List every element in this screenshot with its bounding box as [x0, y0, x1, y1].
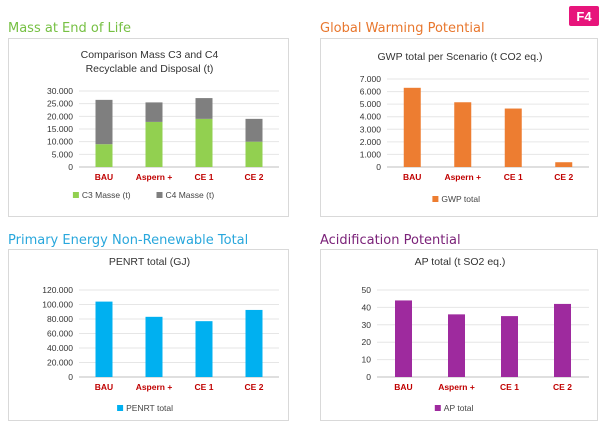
bar [454, 102, 472, 167]
x-category-label: CE 1 [500, 382, 519, 392]
y-tick-label: 15.000 [47, 124, 73, 134]
bar [145, 316, 163, 377]
section-title-ap: Acidification Potential [320, 233, 461, 248]
bar [395, 300, 412, 377]
bar [504, 108, 522, 167]
y-tick-label: 6.000 [360, 87, 382, 97]
legend-label: PENRT total [126, 403, 173, 413]
y-tick-label: 50 [362, 285, 372, 295]
y-tick-label: 20 [362, 337, 372, 347]
x-category-label: BAU [95, 382, 113, 392]
x-category-label: BAU [394, 382, 412, 392]
y-tick-label: 10.000 [47, 137, 73, 147]
bar [245, 309, 263, 377]
y-tick-label: 120.000 [42, 285, 73, 295]
legend-swatch [72, 192, 79, 198]
y-tick-label: 2.000 [360, 137, 382, 147]
y-tick-label: 30.000 [47, 86, 73, 96]
x-category-label: Aspern + [444, 172, 481, 182]
legend-label: C4 Masse (t) [166, 190, 215, 200]
bar [501, 316, 518, 377]
x-category-label: BAU [95, 172, 113, 182]
bar [555, 162, 573, 167]
y-tick-label: 40.000 [47, 343, 73, 353]
x-category-label: Aspern + [136, 382, 173, 392]
bar [145, 102, 163, 122]
chart-title-line: Comparison Mass C3 and C4 [81, 49, 219, 61]
section-title-gwp: Global Warming Potential [320, 21, 485, 36]
y-tick-label: 3.000 [360, 124, 382, 134]
x-category-label: CE 2 [245, 172, 264, 182]
bar [403, 87, 421, 167]
y-tick-label: 20.000 [47, 111, 73, 121]
chart-penrt: PENRT total (GJ) 0 20.000 40.000 60.000 80.00… [42, 256, 279, 413]
chart-title-line: PENRT total (GJ) [109, 256, 190, 268]
bar [195, 321, 213, 377]
bar [554, 303, 571, 377]
y-tick-label: 4.000 [360, 112, 382, 122]
x-category-label: CE 2 [554, 172, 573, 182]
bar [95, 301, 113, 377]
bar [95, 144, 113, 167]
section-title-penrt: Primary Energy Non-Renewable Total [8, 233, 249, 248]
bar [245, 118, 263, 142]
y-tick-label: 30 [362, 320, 372, 330]
x-category-label: Aspern + [136, 172, 173, 182]
legend-swatch [117, 405, 124, 411]
chart-panel-gwp: GWP total per Scenario (t CO2 eq.) 0 1.000… [320, 38, 598, 217]
chart-ap: AP total (t SO2 eq.) 0 10 20 30 40 50 BAU Aspern… [362, 256, 589, 413]
x-category-label: Aspern + [438, 382, 475, 392]
x-category-label: CE 1 [504, 172, 523, 182]
chart-title-line: Recyclable and Disposal (t) [86, 63, 214, 75]
y-tick-label: 5.000 [52, 149, 74, 159]
legend-swatch [434, 405, 441, 411]
y-tick-label: 1.000 [360, 149, 382, 159]
chart-panel-ap: AP total (t SO2 eq.) 0 10 20 30 40 50 BAU Aspern… [320, 249, 598, 421]
chart-mass: Comparison Mass C3 and C4 Recyclable and … [47, 49, 279, 200]
chart-gwp: GWP total per Scenario (t CO2 eq.) 0 1.000… [360, 51, 589, 204]
x-category-label: CE 2 [553, 382, 572, 392]
bar [195, 118, 213, 167]
chart-panel-penrt: PENRT total (GJ) 0 20.000 40.000 60.000 80.00… [8, 249, 289, 421]
y-tick-label: 0 [68, 372, 73, 382]
y-tick-label: 0 [366, 372, 371, 382]
bar [95, 99, 113, 145]
section-title-mass: Mass at End of Life [8, 21, 131, 36]
x-category-label: CE 1 [195, 172, 214, 182]
x-category-label: CE 1 [195, 382, 214, 392]
bar [448, 314, 465, 377]
y-tick-label: 100.000 [42, 300, 73, 310]
bar [245, 141, 263, 167]
x-category-label: BAU [403, 172, 421, 182]
y-tick-label: 80.000 [47, 314, 73, 324]
legend-label: GWP total [441, 194, 480, 204]
chart-panel-mass: Comparison Mass C3 and C4 Recyclable and … [8, 38, 289, 217]
legend-label: C3 Masse (t) [82, 190, 131, 200]
x-category-label: CE 2 [245, 382, 264, 392]
bar [195, 98, 213, 119]
y-tick-label: 0 [376, 162, 381, 172]
y-tick-label: 40 [362, 302, 372, 312]
legend-swatch [156, 192, 163, 198]
y-tick-label: 60.000 [47, 329, 73, 339]
chart-title-line: GWP total per Scenario (t CO2 eq.) [378, 51, 543, 63]
y-tick-label: 5.000 [360, 99, 382, 109]
bar [145, 121, 163, 167]
y-tick-label: 0 [68, 162, 73, 172]
legend-label: AP total [444, 403, 474, 413]
y-tick-label: 20.000 [47, 358, 73, 368]
y-tick-label: 25.000 [47, 99, 73, 109]
figure-badge: F4 [569, 6, 599, 26]
y-tick-label: 10 [362, 355, 372, 365]
legend-swatch [432, 196, 439, 202]
y-tick-label: 7.000 [360, 74, 382, 84]
chart-title-line: AP total (t SO2 eq.) [415, 256, 506, 268]
